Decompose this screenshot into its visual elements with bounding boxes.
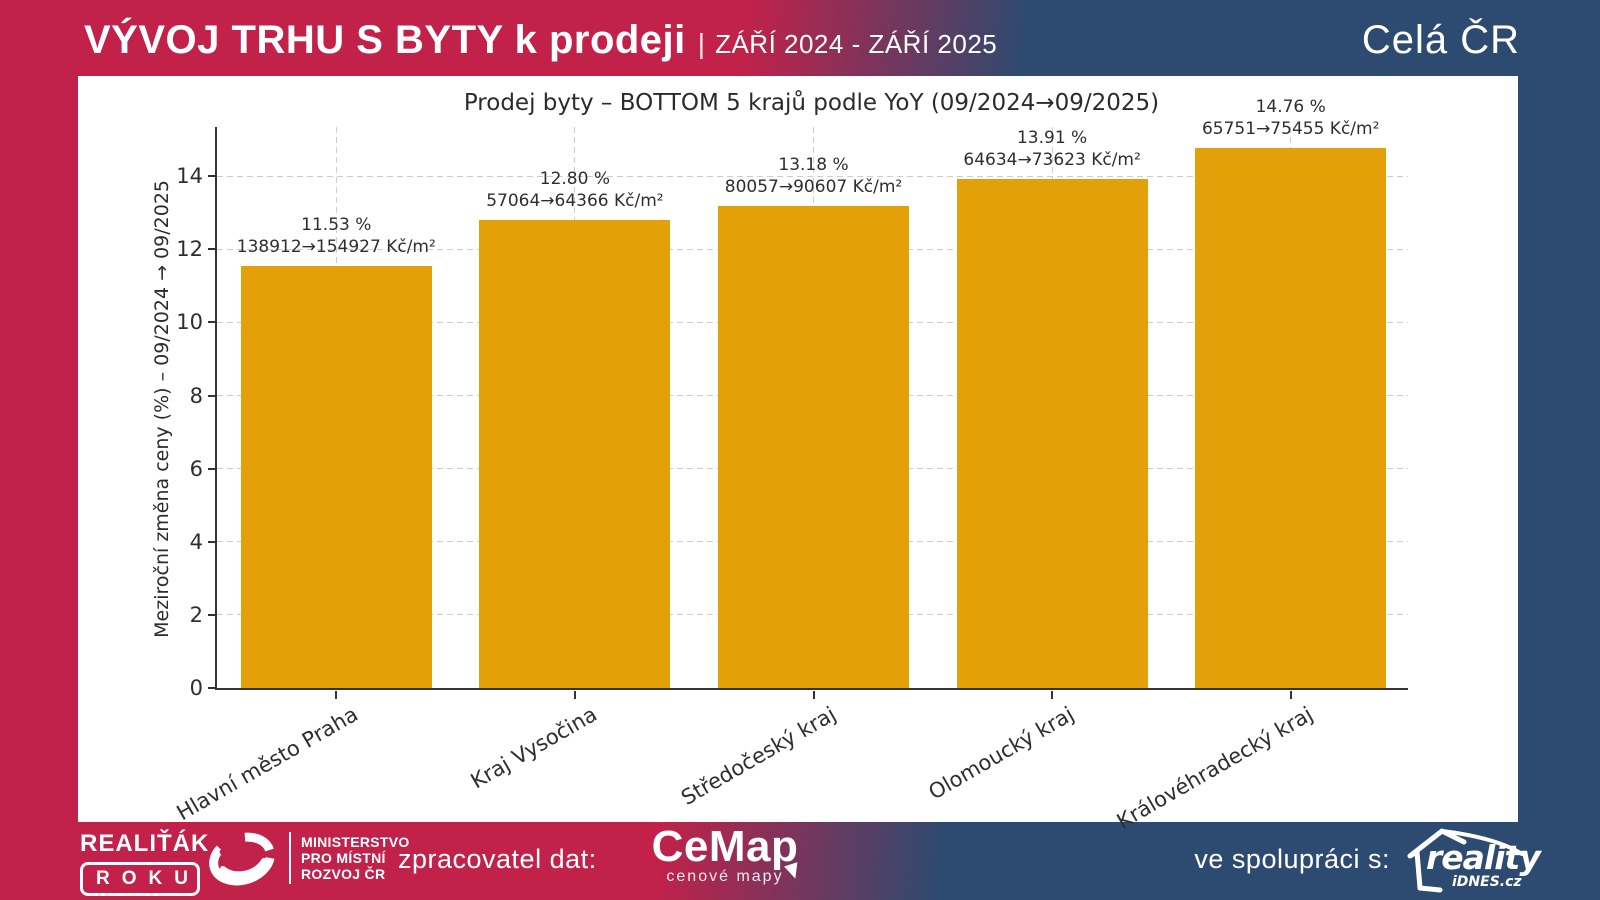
y-tick-mark	[208, 687, 216, 689]
page-title: VÝVOJ TRHU S BYTY k prodeji	[84, 18, 686, 62]
bar-4	[956, 179, 1148, 688]
chart-title: Prodej byty – BOTTOM 5 krajů podle YoY (…	[463, 90, 1160, 116]
y-tick-mark	[208, 613, 216, 616]
y-tick-mark	[208, 394, 216, 397]
bar-value-label: 13.91 % 64634→73623 Kč/m²	[963, 127, 1140, 171]
y-tick-mark	[208, 540, 216, 543]
price-range-label: 80057→90607 Kč/m²	[724, 177, 903, 198]
y-tick-label: 10	[176, 310, 203, 335]
footer: REALIŤÁK ROKU MINISTERSTVO PRO MÍSTNÍ RO…	[0, 822, 1600, 900]
bar-value-label: 13.18 % 80057→90607 Kč/m²	[725, 154, 902, 198]
y-tick-mark	[208, 175, 216, 178]
realitak-label: REALIŤÁK	[80, 830, 210, 857]
ministry-label: MINISTERSTVO PRO MÍSTNÍ ROZVOJ ČR	[301, 834, 410, 882]
y-tick-label: 8	[189, 383, 203, 408]
header: VÝVOJ TRHU S BYTY k prodeji | ZÁŘÍ 2024 …	[0, 0, 1600, 76]
bar-value-label: 12.80 % 57064→64366 Kč/m²	[486, 168, 663, 212]
percent-label: 13.91 %	[1016, 128, 1088, 149]
y-tick-label: 2	[189, 602, 203, 627]
house-icon	[1407, 828, 1524, 893]
region-label: Celá ČR	[1361, 18, 1520, 62]
x-tick-mark	[812, 691, 815, 699]
y-tick-mark	[208, 467, 216, 470]
percent-label: 13.18 %	[778, 155, 849, 176]
price-range-label: 57064→64366 Kč/m²	[486, 191, 664, 212]
percent-label: 11.53 %	[301, 215, 372, 236]
ministry-separator	[289, 832, 291, 884]
y-tick-mark	[208, 321, 216, 324]
y-tick-label: 0	[189, 676, 203, 700]
bar-5	[1195, 148, 1387, 688]
bar-chart-plot: 0 2 4 6 8 10 12 14 11.53 % 138912→154927 Kč/m² Hla…	[173, 97, 1408, 834]
bar-2	[479, 220, 671, 688]
y-tick-label: 12	[176, 237, 203, 262]
bar-value-label: 14.76 % 65751→75455 Kč/m²	[1202, 96, 1379, 140]
price-range-label: 138912→154927 Kč/m²	[236, 237, 436, 258]
roku-badge: ROKU	[80, 862, 200, 896]
idnes-label: iDNES.cz	[1452, 874, 1522, 890]
chart-card: Prodej byty – BOTTOM 5 krajů podle YoY (…	[78, 76, 1518, 834]
cemap-subtitle: cenové mapy	[666, 868, 784, 885]
percent-label: 14.76 %	[1255, 97, 1326, 118]
y-tick-mark	[208, 248, 216, 251]
bar-3	[718, 206, 909, 688]
bar-1	[240, 266, 432, 688]
price-range-label: 65751→75455 Kč/m²	[1201, 119, 1380, 140]
realitak-roku-logo: REALIŤÁK ROKU	[80, 830, 210, 896]
partner-label: ve spolupráci s:	[1194, 844, 1390, 874]
y-tick-label: 6	[189, 456, 203, 481]
reality-idnes-logo: reality iDNES.cz	[1400, 822, 1541, 900]
data-provider-label: zpracovatel dat:	[398, 844, 597, 874]
title-separator: |	[697, 28, 706, 59]
y-tick-label: 14	[176, 164, 203, 189]
bar-value-label: 11.53 % 138912→154927 Kč/m²	[237, 214, 436, 258]
cemap-wordmark: CeMap	[652, 824, 803, 881]
h-gridline	[217, 175, 1408, 177]
x-tick-mark	[1289, 691, 1292, 699]
cemap-logo: CeMap cenové mapy	[645, 824, 805, 886]
y-tick-label: 4	[189, 529, 203, 554]
x-tick-mark	[1051, 691, 1054, 699]
x-tick-mark	[335, 691, 338, 699]
ministry-emblem-icon	[206, 828, 278, 897]
period-label: ZÁŘÍ 2024 - ZÁŘÍ 2025	[715, 29, 998, 59]
reality-wordmark: reality	[1426, 838, 1541, 877]
percent-label: 12.80 %	[539, 169, 610, 190]
x-tick-mark	[573, 691, 576, 699]
price-range-label: 64634→73623 Kč/m²	[963, 150, 1141, 171]
